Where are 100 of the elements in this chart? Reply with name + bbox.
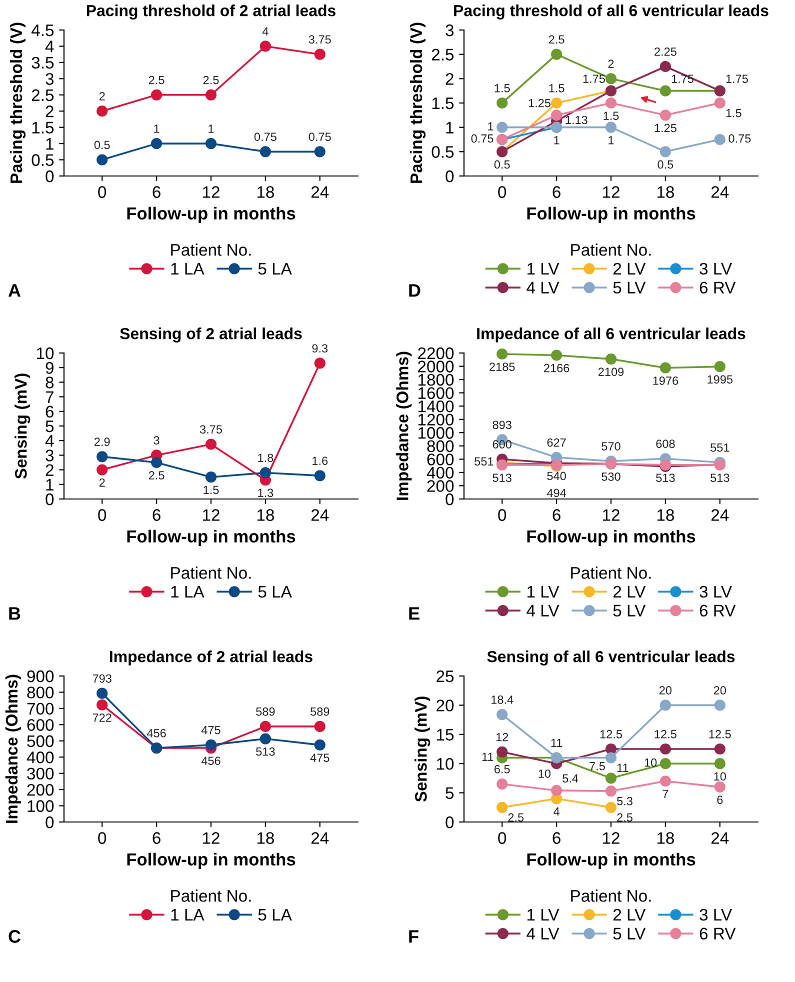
point xyxy=(714,134,726,146)
point xyxy=(314,48,326,60)
data-label: 4 xyxy=(262,27,268,36)
y-tick-label: 20 xyxy=(436,700,454,712)
legend-label: 1 LV xyxy=(528,263,560,275)
data-label: 4 xyxy=(554,807,560,816)
point xyxy=(151,89,162,100)
data-label: 1.8 xyxy=(258,454,274,462)
y-tick-label: 300 xyxy=(27,768,54,780)
x-tick-label: 24 xyxy=(711,509,729,521)
chart-title: Sensing of all 6 ventricular leads xyxy=(487,650,735,666)
data-label: 1.75 xyxy=(672,74,694,83)
y-tick-label: 1 xyxy=(46,478,54,490)
y-axis-title: Impedance (Ohms) xyxy=(396,352,412,500)
data-label: 12.5 xyxy=(709,730,731,738)
y-tick-label: 2000 xyxy=(418,360,454,372)
point xyxy=(496,746,508,758)
y-tick-label: 1400 xyxy=(418,400,454,412)
point xyxy=(714,361,726,372)
x-tick-label: 6 xyxy=(152,509,160,521)
y-tick-label: 200 xyxy=(427,480,454,492)
legend-title: Patient No. xyxy=(571,890,651,902)
text: A xyxy=(8,284,21,297)
data-label: 456 xyxy=(201,756,220,766)
data-label: 551 xyxy=(710,444,730,452)
text: B xyxy=(9,607,20,620)
y-tick-label: 600 xyxy=(427,454,454,466)
x-tick-label: 12 xyxy=(603,186,620,198)
text: C xyxy=(8,930,21,943)
legend-label: 5 LV xyxy=(613,928,646,940)
y-tick-label: 400 xyxy=(426,466,454,479)
data-label: 551 xyxy=(474,457,494,466)
point xyxy=(314,739,326,750)
x-tick-label: 24 xyxy=(711,186,729,198)
point xyxy=(96,106,108,117)
data-label: 627 xyxy=(547,438,566,447)
data-label: 1 xyxy=(154,124,160,133)
data-label: 494 xyxy=(546,488,566,498)
x-axis-title: Follow-up in months xyxy=(527,206,696,223)
data-label: 12 xyxy=(496,732,508,742)
point xyxy=(605,785,617,797)
y-tick-label: 2 xyxy=(46,464,54,476)
data-label: 1.25 xyxy=(654,124,676,132)
data-label: 589 xyxy=(310,707,330,716)
chart-title: Sensing of 2 atrial leads xyxy=(120,328,302,342)
legend-label: 5 LA xyxy=(258,586,292,598)
y-tick-label: 4 xyxy=(45,435,54,447)
data-label: 11 xyxy=(617,764,628,772)
y-tick-label: 2.5 xyxy=(32,89,54,102)
point xyxy=(96,699,108,710)
data-label: 1.75 xyxy=(726,74,748,83)
data-label: 1.5 xyxy=(726,108,742,118)
legend-label: 4 LV xyxy=(526,282,560,294)
x-tick-label: 24 xyxy=(311,509,329,521)
y-tick-label: 3 xyxy=(46,73,54,85)
legend-title: Patient No. xyxy=(171,566,251,579)
y-tick-label: 4.5 xyxy=(31,24,54,36)
data-label: 1.75 xyxy=(583,74,605,83)
data-label: 513 xyxy=(656,474,675,482)
data-label: 540 xyxy=(547,472,566,480)
y-tick-label: 15 xyxy=(437,728,454,741)
point xyxy=(605,97,617,109)
point xyxy=(605,772,617,784)
legend-label: 6 RV xyxy=(700,282,736,294)
data-label: 3.75 xyxy=(308,35,331,44)
x-axis-title: Follow-up in months xyxy=(527,530,696,546)
x-tick-label: 24 xyxy=(311,186,329,198)
chart-title: Impedance of all 6 ventricular leads xyxy=(477,328,746,342)
data-label: 1.5 xyxy=(549,84,564,92)
data-label: 12.5 xyxy=(654,730,676,738)
x-tick-label: 12 xyxy=(603,832,620,844)
legend-label: 1 LA xyxy=(171,263,204,275)
y-tick-label: 2200 xyxy=(418,347,454,360)
y-axis-title: Impedance (Ohms) xyxy=(5,674,21,823)
y-axis-title: Sensing (mV) xyxy=(14,374,30,479)
point xyxy=(260,40,271,52)
data-label: 2.5 xyxy=(203,76,219,84)
x-tick-label: 24 xyxy=(711,832,729,844)
chart-title: Pacing threshold of 2 atrial leads xyxy=(86,4,336,20)
y-tick-label: 1 xyxy=(446,122,454,134)
y-tick-label: 6 xyxy=(46,406,54,418)
point xyxy=(205,138,217,150)
x-tick-label: 18 xyxy=(657,186,674,198)
x-tick-label: 18 xyxy=(657,832,674,844)
x-tick-label: 0 xyxy=(98,509,106,521)
point xyxy=(314,720,326,732)
y-axis-title: Pacing threshold (V) xyxy=(10,22,26,183)
point xyxy=(151,138,162,150)
point xyxy=(496,97,508,109)
data-label: 893 xyxy=(492,420,512,430)
data-label: 1 xyxy=(208,124,214,133)
legend-label: 2 LV xyxy=(613,586,646,598)
data-label: 2109 xyxy=(598,368,624,376)
y-tick-label: 2.5 xyxy=(432,48,454,61)
x-tick-label: 6 xyxy=(552,832,560,844)
x-tick-label: 6 xyxy=(552,186,560,198)
legend-label: 3 LV xyxy=(700,262,732,275)
y-tick-label: 1.5 xyxy=(32,122,54,134)
point xyxy=(205,438,217,450)
data-label: 10 xyxy=(538,769,551,778)
